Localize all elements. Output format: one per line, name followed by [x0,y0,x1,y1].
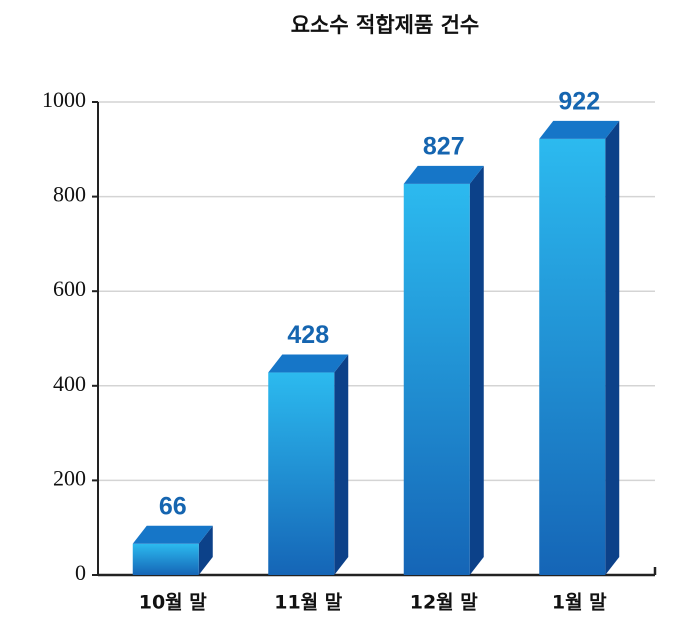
value-label: 922 [558,88,600,116]
y-tick-label: 1000 [42,87,86,112]
bar-side [469,165,484,576]
bar [132,543,199,575]
bar-top [539,120,620,139]
y-tick-label: 400 [53,371,86,396]
bar-side [198,525,213,575]
y-tick-label: 600 [53,276,86,301]
bar-top [132,525,213,544]
value-label: 66 [159,492,187,520]
x-tick-label: 10월 말 [139,592,208,614]
bar-side [605,120,620,576]
y-tick-label: 800 [53,182,86,207]
bar [403,183,470,576]
x-tick-label: 11월 말 [274,592,343,614]
x-tick-label: 12월 말 [410,592,479,614]
chart-title: 요소수 적합제품 건수 [291,13,480,37]
bar-top [268,354,349,373]
value-label: 428 [287,321,329,349]
y-tick-label: 0 [75,560,86,585]
x-tick-label: 1월 말 [552,592,607,614]
bar [268,372,335,575]
bar [539,138,606,576]
value-label: 827 [423,132,465,160]
bar-side [334,354,349,575]
bar-top [403,165,484,184]
y-tick-label: 200 [53,465,86,490]
